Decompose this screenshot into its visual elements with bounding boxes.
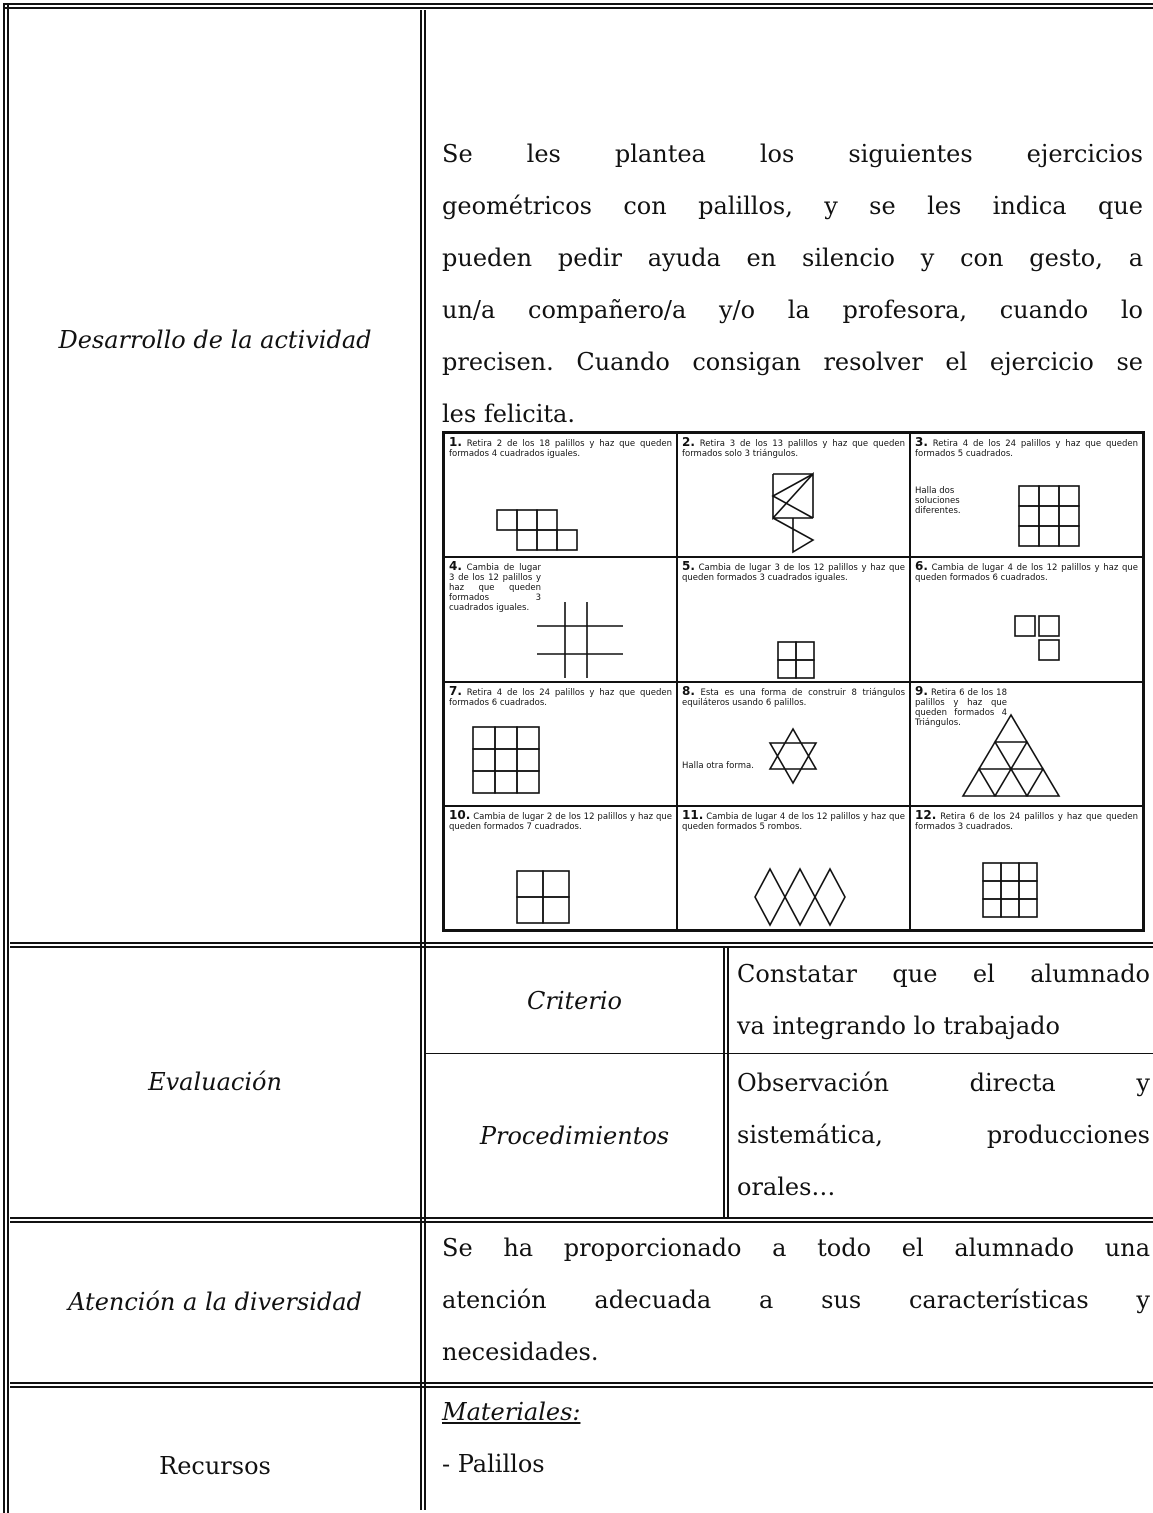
exercise-number: 6. <box>915 559 928 574</box>
exercise-statement: Retira 3 de los 13 palillos y haz que qu… <box>682 439 905 459</box>
exercise-number: 12. <box>915 807 937 822</box>
border <box>10 942 1153 948</box>
exercise-shape <box>1014 615 1060 662</box>
exercise-shape <box>1018 485 1080 547</box>
sub-label: Criterio <box>527 986 622 1015</box>
paragraph: Se les plantea los siguientes ejercicios… <box>442 128 1143 440</box>
exercise-number: 8. <box>682 683 695 698</box>
exercise-figure: 1. Retira 2 de los 18 palillos y haz que… <box>442 431 1145 932</box>
border <box>426 1053 1153 1054</box>
exercise-cell: 2. Retira 3 de los 13 palillos y haz que… <box>677 433 910 558</box>
row-label: Atención a la diversidad <box>68 1288 362 1316</box>
exercise-shape <box>537 602 623 679</box>
exercise-statement: Cambia de lugar 2 de los 12 palillos y h… <box>449 811 672 832</box>
exercise-number: 3. <box>915 435 928 449</box>
exercise-statement: Esta es una forma de construir 8 triángu… <box>682 687 905 708</box>
exercise-cell: 9. Retira 6 de los 18 palillos y haz que… <box>910 681 1143 806</box>
exercise-text: 3. Retira 4 de los 24 palillos y haz que… <box>915 435 1138 459</box>
exercise-shape <box>516 869 570 924</box>
exercise-cell: 10. Cambia de lugar 2 de los 12 palillos… <box>444 805 677 930</box>
border <box>3 3 1153 9</box>
text-line: atención adecuada a sus características … <box>442 1286 1150 1314</box>
exercise-statement: Cambia de lugar 4 de los 12 palillos y h… <box>682 811 905 832</box>
exercise-cell: 11. Cambia de lugar 4 de los 12 palillos… <box>677 805 910 930</box>
exercise-cell: 5. Cambia de lugar 3 de los 12 palillos … <box>677 557 910 682</box>
exercise-cell: 1. Retira 2 de los 18 palillos y haz que… <box>444 433 677 558</box>
border <box>3 3 9 1513</box>
exercise-note: Halla dos soluciones diferentes. <box>915 486 961 516</box>
exercise-shape <box>982 861 1038 918</box>
text-line: sistemática, producciones <box>737 1121 1150 1149</box>
exercise-shape <box>768 726 818 785</box>
exercise-shape <box>961 712 1061 797</box>
text-line: pueden pedir ayuda en silencio y con ges… <box>442 244 1143 272</box>
text-line: geométricos con palillos, y se les indic… <box>442 192 1143 220</box>
exercise-number: 5. <box>682 559 695 574</box>
text-line: les felicita. <box>442 400 575 428</box>
text-line: necesidades. <box>442 1338 599 1366</box>
text-line: va integrando lo trabajado <box>737 1012 1060 1040</box>
exercise-text: 8. Esta es una forma de construir 8 triá… <box>682 683 905 708</box>
exercise-statement: Cambia de lugar 4 de los 12 palillos y h… <box>915 563 1138 584</box>
exercise-shape <box>771 471 815 554</box>
exercise-text: 5. Cambia de lugar 3 de los 12 palillos … <box>682 559 905 584</box>
exercise-shape <box>754 867 846 927</box>
resources: Materiales: - Palillos <box>442 1386 1142 1490</box>
paragraph: Constatar que el alumnado va integrando l… <box>737 948 1150 1052</box>
exercise-cell: 3. Retira 4 de los 24 palillos y haz que… <box>910 433 1143 558</box>
exercise-number: 9. <box>915 683 928 698</box>
exercise-cell: 8. Esta es una forma de construir 8 triá… <box>677 681 910 806</box>
exercise-statement: Retira 2 de los 18 palillos y haz que qu… <box>449 439 672 459</box>
exercise-statement: Cambia de lugar 3 de los 12 palillos y h… <box>682 563 905 584</box>
exercise-number: 10. <box>449 807 471 822</box>
exercise-text: 7. Retira 4 de los 24 palillos y haz que… <box>449 683 672 708</box>
paragraph: Observación directa y sistemática, produc… <box>737 1057 1150 1213</box>
exercise-text: 2. Retira 3 de los 13 palillos y haz que… <box>682 435 905 459</box>
exercise-statement: Cambia de lugar 3 de los 12 palillos y h… <box>449 563 541 614</box>
resources-heading: Materiales: <box>442 1398 581 1426</box>
exercise-text: 12. Retira 6 de los 24 palillos y haz qu… <box>915 807 1138 832</box>
text-line: un/a compañero/a y/o la profesora, cuand… <box>442 296 1143 324</box>
row-label: Desarrollo de la actividad <box>58 326 372 354</box>
exercise-number: 1. <box>449 435 462 449</box>
row-label: Evaluación <box>148 1068 282 1096</box>
text-line: Se les plantea los siguientes ejercicios <box>442 140 1143 168</box>
exercise-number: 2. <box>682 435 695 449</box>
text-line: Se ha proporcionado a todo el alumnado u… <box>442 1234 1150 1262</box>
paragraph: Se ha proporcionado a todo el alumnado u… <box>442 1222 1150 1378</box>
exercise-statement: Retira 6 de los 24 palillos y haz que qu… <box>915 811 1138 832</box>
exercise-shape <box>496 509 578 551</box>
resource-item: - Palillos <box>442 1450 545 1478</box>
exercise-note: Halla otra forma. <box>682 760 754 771</box>
text-line: precisen. Cuando consigan resolver el ej… <box>442 348 1143 376</box>
exercise-number: 4. <box>449 559 462 574</box>
exercise-statement: Retira 4 de los 24 palillos y haz que qu… <box>915 439 1138 459</box>
exercise-cell: 6. Cambia de lugar 4 de los 12 palillos … <box>910 557 1143 682</box>
exercise-text: 11. Cambia de lugar 4 de los 12 palillos… <box>682 807 905 832</box>
border <box>723 948 729 1218</box>
border <box>420 10 426 1510</box>
exercise-cell: 12. Retira 6 de los 24 palillos y haz qu… <box>910 805 1143 930</box>
exercise-statement: Retira 6 de los 18 palillos y haz que qu… <box>915 687 1007 728</box>
exercise-shape <box>472 725 540 794</box>
exercise-number: 11. <box>682 807 704 822</box>
text-line: Constatar que el alumnado <box>737 960 1150 988</box>
sub-label: Procedimientos <box>479 1122 670 1150</box>
exercise-text: 1. Retira 2 de los 18 palillos y haz que… <box>449 435 672 459</box>
border <box>10 1382 1153 1388</box>
exercise-text: 10. Cambia de lugar 2 de los 12 palillos… <box>449 807 672 832</box>
exercise-cell: 4. Cambia de lugar 3 de los 12 palillos … <box>444 557 677 682</box>
exercise-cell: 7. Retira 4 de los 24 palillos y haz que… <box>444 681 677 806</box>
row-label: Recursos <box>159 1452 271 1480</box>
exercise-text: 4. Cambia de lugar 3 de los 12 palillos … <box>449 559 541 614</box>
text-line: Observación directa y <box>737 1069 1150 1097</box>
exercise-number: 7. <box>449 683 462 698</box>
border <box>10 1217 1153 1223</box>
exercise-shape <box>777 641 815 680</box>
exercise-text: 9. Retira 6 de los 18 palillos y haz que… <box>915 683 1007 728</box>
exercise-text: 6. Cambia de lugar 4 de los 12 palillos … <box>915 559 1138 584</box>
text-line: orales… <box>737 1173 836 1201</box>
exercise-statement: Retira 4 de los 24 palillos y haz que qu… <box>449 687 672 708</box>
